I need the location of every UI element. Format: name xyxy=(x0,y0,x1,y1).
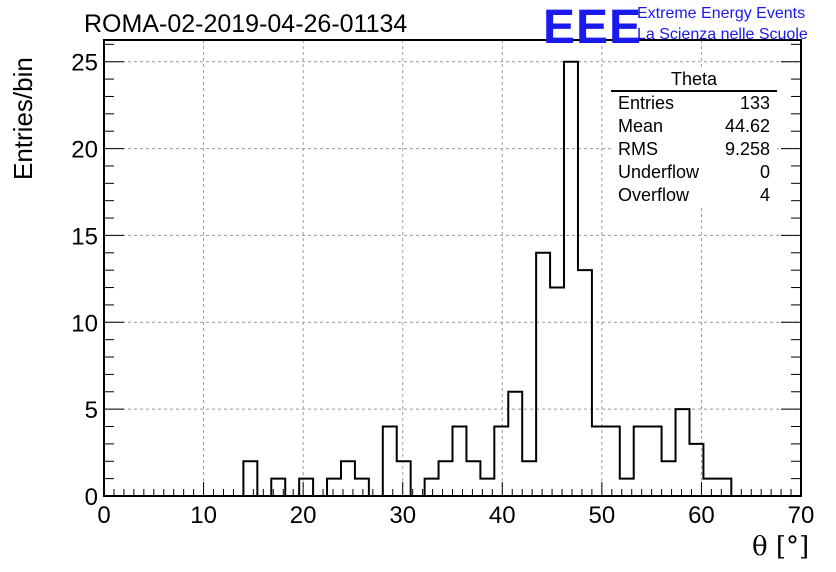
histogram-bin xyxy=(397,461,411,496)
y-tick-label: 15 xyxy=(71,223,98,250)
y-tick-label: 20 xyxy=(71,137,98,164)
x-tick-label: 40 xyxy=(489,502,516,529)
stats-value: 4 xyxy=(759,185,770,205)
x-tick-label: 10 xyxy=(190,502,217,529)
logo-text: Extreme Energy Events La Scienza nelle S… xyxy=(637,3,808,45)
stats-row-rms: RMS 9.258 xyxy=(611,138,777,161)
histogram-bin xyxy=(299,479,313,496)
histogram-bin xyxy=(536,253,550,496)
logo-line-1: Extreme Energy Events xyxy=(637,5,806,22)
histogram-bin xyxy=(578,270,592,496)
histogram-bin xyxy=(703,479,717,496)
histogram-bin xyxy=(676,409,690,496)
stats-box: Theta Entries 133 Mean 44.62 RMS 9.258 U… xyxy=(611,68,777,207)
stats-value: 133 xyxy=(739,93,770,113)
x-tick-label: 20 xyxy=(290,502,317,529)
x-tick-label: 70 xyxy=(788,502,815,529)
x-axis-label: θ [°] xyxy=(752,532,810,562)
logo-line-2: La Scienza nelle Scuole xyxy=(637,26,808,43)
eee-logo: EEE xyxy=(543,1,643,54)
x-tick-label: 0 xyxy=(97,502,110,529)
stats-title: Theta xyxy=(611,68,777,92)
histogram-bin xyxy=(425,479,439,496)
histogram-bin xyxy=(327,479,341,496)
histogram-bin xyxy=(383,427,397,496)
histogram-bin xyxy=(717,479,731,496)
histogram-bin xyxy=(564,62,578,496)
histogram-bin xyxy=(243,461,257,496)
stats-row-mean: Mean 44.62 xyxy=(611,115,777,138)
x-tick-label: 30 xyxy=(389,502,416,529)
stats-row-overflow: Overflow 4 xyxy=(611,184,777,207)
histogram-bin xyxy=(648,427,662,496)
histogram-bin xyxy=(494,427,508,496)
y-axis-label: Entries/bin xyxy=(8,57,38,180)
stats-row-underflow: Underflow 0 xyxy=(611,161,777,184)
histogram-bin xyxy=(466,461,480,496)
histogram-bin xyxy=(439,461,453,496)
histogram-bin xyxy=(355,479,369,496)
y-tick-label: 5 xyxy=(85,397,98,424)
histogram-bin xyxy=(550,288,564,496)
stats-row-entries: Entries 133 xyxy=(611,92,777,115)
y-tick-label: 0 xyxy=(85,484,98,511)
y-tick-label: 25 xyxy=(71,50,98,77)
stats-label: Underflow xyxy=(618,162,700,182)
histogram-bin xyxy=(508,392,522,496)
stats-value: 0 xyxy=(759,162,770,182)
stats-value: 44.62 xyxy=(724,116,770,136)
histogram-bin xyxy=(662,461,676,496)
x-tick-label: 60 xyxy=(688,502,715,529)
histogram-bin xyxy=(606,427,620,496)
histogram-bin xyxy=(634,427,648,496)
histogram-bin xyxy=(453,427,467,496)
chart-title: ROMA-02-2019-04-26-01134 xyxy=(84,10,408,38)
y-tick-label: 10 xyxy=(71,310,98,337)
stats-value: 9.258 xyxy=(724,139,770,159)
stats-label: Entries xyxy=(618,93,675,113)
histogram-bin xyxy=(522,461,536,496)
stats-label: Mean xyxy=(618,116,664,136)
axis-ticks xyxy=(103,43,802,497)
histogram-bin xyxy=(592,427,606,496)
grid-lines xyxy=(104,40,801,496)
x-tick-label: 50 xyxy=(589,502,616,529)
stats-label: RMS xyxy=(618,139,658,159)
stats-label: Overflow xyxy=(618,185,690,205)
